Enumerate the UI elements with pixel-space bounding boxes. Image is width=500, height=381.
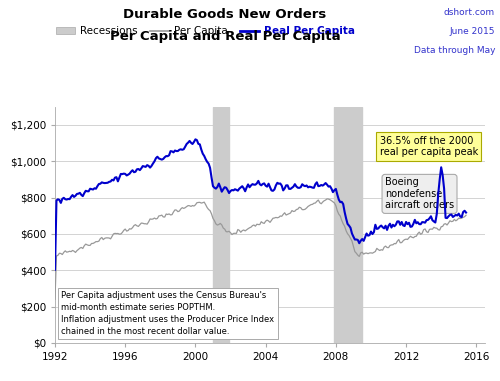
Text: June 2015: June 2015 [450,27,495,36]
Legend: Recessions, Per Capita, Real Per Capita: Recessions, Per Capita, Real Per Capita [52,22,359,40]
Text: Data through May: Data through May [414,46,495,55]
Text: Per Capita and Real Per Capita: Per Capita and Real Per Capita [110,30,340,43]
Text: Durable Goods New Orders: Durable Goods New Orders [124,8,326,21]
Bar [334,107,362,343]
Text: Boeing
nondefense
aircraft orders: Boeing nondefense aircraft orders [385,177,454,210]
Bar [213,107,229,343]
Text: dshort.com: dshort.com [444,8,495,17]
Text: Per Capita adjustment uses the Census Bureau's
mid-month estimate series POPTHM.: Per Capita adjustment uses the Census Bu… [62,291,274,336]
Text: 36.5% off the 2000
real per capita peak: 36.5% off the 2000 real per capita peak [380,136,478,157]
